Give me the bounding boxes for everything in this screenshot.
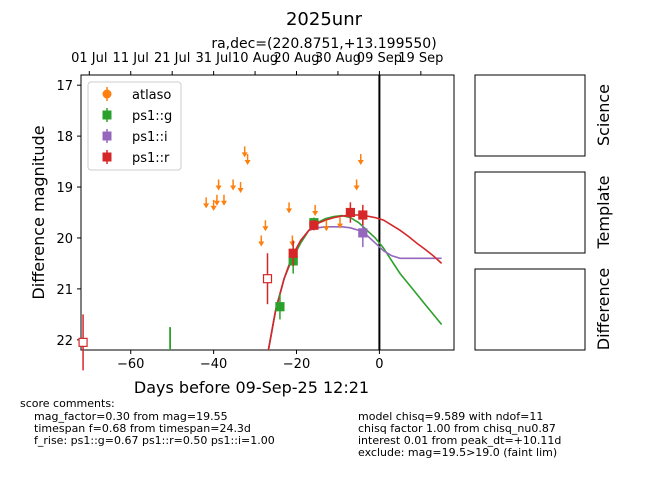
legend-marker xyxy=(102,89,112,99)
upper-limit-head xyxy=(258,241,265,247)
y-tick-label: 18 xyxy=(56,130,73,145)
atlaso-upper-limit xyxy=(286,202,293,214)
atlaso-upper-limit xyxy=(357,154,364,166)
ps1-r-point xyxy=(288,248,298,258)
upper-limit-head xyxy=(244,160,251,166)
legend-label: ps1::g xyxy=(132,109,172,124)
legend-marker xyxy=(102,131,112,141)
upper-limit-head xyxy=(215,185,222,191)
chart-subtitle: ra,dec=(220.8751,+13.199550) xyxy=(211,36,436,52)
upper-limit-head xyxy=(230,185,237,191)
ps1-r-point xyxy=(309,220,319,230)
upper-limit-head xyxy=(289,241,296,247)
y-tick-label: 20 xyxy=(56,232,73,247)
chart-title: 2025unr xyxy=(286,9,363,30)
upper-limit-head xyxy=(210,205,217,211)
panel-label: Difference xyxy=(594,268,613,350)
atlaso-upper-limit xyxy=(241,146,248,158)
top-tick-label: 11 Jul xyxy=(113,51,149,66)
upper-limit-head xyxy=(203,203,210,209)
upper-limit-head xyxy=(357,160,364,166)
legend-label: ps1::i xyxy=(132,130,168,145)
upper-limit-head xyxy=(241,152,248,158)
ps1-r-open-point xyxy=(78,337,88,347)
top-tick-label: 09 Sep xyxy=(357,51,402,66)
axes-frame xyxy=(80,74,455,351)
atlaso-upper-limit xyxy=(353,179,360,191)
panel-template xyxy=(474,171,586,254)
model-comment-line: chisq factor 1.00 from chisq_nu0.87 xyxy=(358,422,556,435)
model-comment-line: exclude: mag=19.5>19.0 (faint lim) xyxy=(358,446,558,459)
y-tick-label: 22 xyxy=(56,334,73,349)
upper-limit-head xyxy=(220,200,227,206)
ps1-r-point xyxy=(345,207,355,218)
atlaso-upper-limit xyxy=(203,197,210,209)
atlaso-upper-limit xyxy=(262,220,269,232)
model-comment-line: model chisq=9.589 with ndof=11 xyxy=(358,410,544,423)
legend-label: ps1::r xyxy=(132,151,170,166)
model-curve-ps1-g xyxy=(267,214,443,350)
x-tick-label: 0 xyxy=(375,357,383,372)
ps1-r-open-point xyxy=(262,274,273,284)
upper-limit-head xyxy=(337,223,344,229)
atlaso-upper-limit xyxy=(337,217,344,229)
top-tick-label: 20 Aug xyxy=(273,51,319,66)
legend-marker xyxy=(102,152,112,162)
ps1-i-point xyxy=(358,228,368,238)
atlaso-upper-limit xyxy=(289,235,296,247)
atlaso-upper-limit xyxy=(237,182,244,194)
legend-box xyxy=(87,81,182,171)
model-curve-ps1-r xyxy=(267,214,443,350)
upper-limit-head xyxy=(286,208,293,214)
x-tick-label: −20 xyxy=(283,357,310,372)
model-comment-line: interest 0.01 from peak_dt=+10.11d xyxy=(358,434,562,447)
ps1-g-point xyxy=(275,302,285,312)
y-tick-label: 19 xyxy=(56,181,73,196)
score-comment-line: timespan f=0.68 from timespan=24.3d xyxy=(34,422,251,435)
y-tick-label: 17 xyxy=(56,79,73,94)
data-marks xyxy=(78,75,443,371)
y-tick-label: 21 xyxy=(56,283,73,298)
atlaso-upper-limit xyxy=(258,235,265,247)
top-tick-label: 31 Jul xyxy=(195,51,231,66)
panel-label: Template xyxy=(594,175,613,249)
upper-limit-head xyxy=(213,200,220,206)
score-comment-line: mag_factor=0.30 from mag=19.55 xyxy=(34,410,228,423)
atlaso-upper-limit xyxy=(220,194,227,206)
top-tick-label: 01 Jul xyxy=(71,51,107,66)
plot-area: −60 −40 −20 0 17 18 19 20 21 22 01 Jul 11 Jul 21 Jul… xyxy=(29,51,455,397)
upper-limit-head xyxy=(262,226,269,232)
upper-limit-head xyxy=(353,185,360,191)
panel-label: Science xyxy=(594,84,613,146)
atlaso-upper-limit xyxy=(215,179,222,191)
atlaso-upper-limit xyxy=(323,220,330,232)
upper-limit-head xyxy=(323,226,330,232)
top-tick-label: 30 Aug xyxy=(315,51,361,66)
top-tick-label: 10 Aug xyxy=(232,51,278,66)
atlaso-upper-limit xyxy=(230,179,237,191)
atlaso-upper-limit xyxy=(312,204,319,216)
image-panels: Science Template Difference xyxy=(474,74,613,351)
x-tick-label: −60 xyxy=(117,357,144,372)
atlaso-upper-limit xyxy=(213,194,220,206)
y-axis-label: Difference magnitude xyxy=(29,125,48,299)
panel-science xyxy=(474,74,586,157)
legend-marker xyxy=(102,110,112,120)
top-tick-label: 21 Jul xyxy=(154,51,190,66)
legend-label: atlaso xyxy=(132,88,171,103)
score-comment-line: f_rise: ps1::g=0.67 ps1::r=0.50 ps1::i=1… xyxy=(34,434,275,447)
top-tick-label: 19 Sep xyxy=(398,51,443,66)
atlaso-upper-limit xyxy=(244,154,251,166)
atlaso-upper-limit xyxy=(210,199,217,211)
panel-difference xyxy=(474,268,586,351)
upper-limit-head xyxy=(237,188,244,194)
ps1-r-point xyxy=(358,210,368,220)
score-comments-header: score comments: xyxy=(20,397,115,410)
x-axis-label: Days before 09-Sep-25 12:21 xyxy=(134,378,369,397)
x-tick-label: −40 xyxy=(200,357,227,372)
upper-limit-head xyxy=(312,210,319,216)
